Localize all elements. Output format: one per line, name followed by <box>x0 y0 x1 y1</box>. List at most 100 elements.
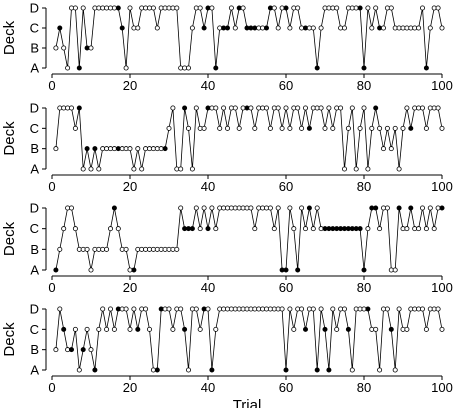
data-point-open <box>291 326 297 332</box>
data-point-open <box>263 105 269 111</box>
series-line <box>55 7 443 69</box>
data-point-filled <box>76 65 82 71</box>
data-point-open <box>384 205 390 211</box>
data-point-filled <box>357 5 363 11</box>
data-point-open <box>201 125 207 131</box>
data-point-filled <box>182 326 188 332</box>
data-point-open <box>170 105 176 111</box>
data-point-open <box>341 25 347 31</box>
data-point-open <box>388 5 394 11</box>
data-point-open <box>287 306 293 312</box>
data-point-open <box>287 205 293 211</box>
y-tick-label: B <box>30 342 39 357</box>
x-tick-label: 40 <box>201 179 215 194</box>
x-tick-label: 60 <box>279 380 293 395</box>
data-point-open <box>240 5 246 11</box>
data-point-filled <box>84 146 90 152</box>
data-point-filled <box>408 125 414 131</box>
data-point-open <box>404 105 410 111</box>
data-point-open <box>104 246 110 252</box>
y-tick-label: C <box>30 221 39 236</box>
data-point-open <box>189 25 195 31</box>
data-point-open <box>197 326 203 332</box>
data-point-open <box>123 246 129 252</box>
data-point-open <box>373 5 379 11</box>
data-point-open <box>365 166 371 172</box>
data-point-open <box>57 306 63 312</box>
data-point-open <box>135 146 141 152</box>
data-point-open <box>392 367 398 373</box>
data-point-filled <box>439 205 445 211</box>
data-point-open <box>361 105 367 111</box>
x-tick-label: 60 <box>279 179 293 194</box>
data-point-open <box>380 25 386 31</box>
data-point-open <box>396 306 402 312</box>
data-point-open <box>100 306 106 312</box>
data-point-open <box>435 5 441 11</box>
data-point-filled <box>201 25 207 31</box>
data-point-open <box>88 166 94 172</box>
data-point-open <box>72 226 78 232</box>
data-point-open <box>423 125 429 131</box>
x-tick-label: 20 <box>123 78 137 93</box>
data-point-filled <box>396 205 402 211</box>
data-point-open <box>150 5 156 11</box>
data-point-open <box>291 226 297 232</box>
data-point-open <box>299 125 305 131</box>
data-point-open <box>61 45 67 51</box>
data-point-open <box>185 125 191 131</box>
y-tick-label: C <box>30 21 39 36</box>
data-point-open <box>287 25 293 31</box>
data-point-open <box>330 306 336 312</box>
series-line <box>55 308 443 371</box>
data-point-filled <box>92 367 98 373</box>
data-point-open <box>170 326 176 332</box>
data-point-open <box>322 125 328 131</box>
y-tick-label: D <box>30 201 39 216</box>
data-point-open <box>416 226 422 232</box>
data-point-open <box>267 205 273 211</box>
data-point-open <box>88 267 94 273</box>
data-point-filled <box>162 146 168 152</box>
data-point-open <box>178 166 184 172</box>
x-tick-label: 60 <box>279 280 293 295</box>
x-tick-label: 20 <box>123 280 137 295</box>
data-point-open <box>213 105 219 111</box>
data-point-open <box>369 25 375 31</box>
data-point-open <box>423 326 429 332</box>
data-point-open <box>104 326 110 332</box>
data-point-open <box>154 25 160 31</box>
x-tick-label: 40 <box>201 380 215 395</box>
data-point-open <box>302 226 308 232</box>
data-point-open <box>224 125 230 131</box>
data-point-open <box>271 226 277 232</box>
data-point-open <box>318 25 324 31</box>
data-point-open <box>365 5 371 11</box>
data-point-open <box>72 125 78 131</box>
data-point-open <box>236 125 242 131</box>
data-point-open <box>384 306 390 312</box>
data-point-open <box>299 205 305 211</box>
x-tick-label: 100 <box>431 380 453 395</box>
data-point-open <box>427 205 433 211</box>
data-point-open <box>131 306 137 312</box>
series-line <box>55 107 443 170</box>
data-point-open <box>135 25 141 31</box>
data-point-open <box>209 5 215 11</box>
data-point-open <box>392 267 398 273</box>
data-point-open <box>88 45 94 51</box>
data-point-open <box>404 326 410 332</box>
data-point-filled <box>302 326 308 332</box>
y-tick-label: B <box>30 41 39 56</box>
data-point-open <box>279 306 285 312</box>
data-point-filled <box>314 367 320 373</box>
data-point-open <box>127 5 133 11</box>
y-axis-title: Deck <box>1 322 18 357</box>
data-point-filled <box>345 326 351 332</box>
data-point-open <box>96 326 102 332</box>
data-point-open <box>139 166 145 172</box>
data-point-open <box>65 65 71 71</box>
data-point-filled <box>283 5 289 11</box>
